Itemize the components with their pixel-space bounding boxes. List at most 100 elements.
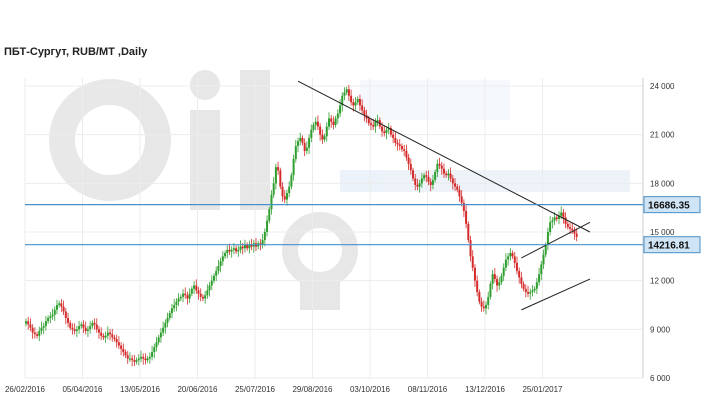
candle-body xyxy=(396,142,399,145)
candle xyxy=(372,118,375,131)
candle-body xyxy=(487,296,490,305)
candle xyxy=(400,143,403,152)
candle-body xyxy=(471,256,474,268)
candle xyxy=(210,275,213,290)
candle-body xyxy=(478,292,481,302)
candle-body xyxy=(71,327,74,330)
candle xyxy=(283,190,286,204)
candle xyxy=(73,323,76,335)
candle-body xyxy=(248,244,251,249)
candle-body xyxy=(266,220,269,232)
candle-body xyxy=(95,324,98,330)
candle-body xyxy=(566,223,569,228)
candle xyxy=(334,115,337,128)
candle-body xyxy=(246,244,249,249)
candle xyxy=(206,284,209,299)
candle xyxy=(157,334,160,345)
candle-body xyxy=(73,329,76,331)
candle-body xyxy=(270,194,273,210)
candle-body xyxy=(219,261,222,267)
candle xyxy=(409,158,412,175)
candle-body xyxy=(449,173,452,179)
candle xyxy=(392,130,395,144)
candle-body xyxy=(535,282,538,289)
candle-body xyxy=(33,332,36,335)
candle xyxy=(122,343,125,357)
trend-line xyxy=(521,278,591,311)
candle-body xyxy=(215,270,218,276)
candle xyxy=(184,287,187,299)
candle xyxy=(186,291,189,305)
candle xyxy=(319,123,322,141)
candle xyxy=(345,86,348,96)
candle-body xyxy=(314,121,317,125)
candle xyxy=(403,144,406,157)
candle-body xyxy=(423,175,426,179)
candle-body xyxy=(263,232,266,241)
candle xyxy=(575,228,578,242)
candle-body xyxy=(458,189,461,197)
price-levels: 16686.35 14216.81 xyxy=(25,196,701,254)
candle-body xyxy=(133,360,136,362)
candle-body xyxy=(327,118,330,127)
candle xyxy=(86,325,89,338)
candle xyxy=(524,284,527,298)
candle xyxy=(71,323,74,335)
candle-body xyxy=(49,316,52,318)
candle-body xyxy=(78,326,81,330)
candle xyxy=(564,212,567,229)
candle xyxy=(124,349,127,358)
candle-body xyxy=(531,290,534,293)
candle-body xyxy=(124,352,127,356)
candle-body xyxy=(533,288,536,291)
candle xyxy=(84,321,87,335)
candle-body xyxy=(241,246,244,249)
x-tick-label: 03/10/2016 xyxy=(350,385,391,394)
candle-body xyxy=(407,157,410,164)
candle xyxy=(27,316,30,330)
candle xyxy=(429,178,432,192)
y-tick-label: 12 000 xyxy=(650,277,675,286)
candle xyxy=(49,311,52,324)
candle xyxy=(91,320,94,329)
candle xyxy=(44,315,47,331)
candle-body xyxy=(370,123,372,125)
candle xyxy=(491,269,494,290)
candle-body xyxy=(208,285,211,291)
candle-body xyxy=(376,120,379,122)
candle-body xyxy=(102,335,105,338)
candle-body xyxy=(498,282,501,286)
candle xyxy=(170,303,173,319)
candle xyxy=(376,114,379,127)
candle xyxy=(137,354,140,366)
candle-body xyxy=(434,171,437,181)
x-tick-label: 05/04/2016 xyxy=(62,385,103,394)
candle-body xyxy=(170,308,173,314)
candle-body xyxy=(575,233,578,237)
candle xyxy=(325,122,328,142)
candle xyxy=(476,275,479,297)
candle xyxy=(102,333,105,341)
candle-body xyxy=(197,290,200,294)
candle xyxy=(312,122,315,133)
candle-body xyxy=(82,324,85,328)
candle-body xyxy=(496,279,499,286)
candle xyxy=(279,167,282,190)
candle xyxy=(144,353,147,365)
candle-body xyxy=(109,332,112,335)
candle xyxy=(531,285,534,297)
candle xyxy=(217,259,220,275)
candle-body xyxy=(345,89,348,93)
candle xyxy=(288,181,291,198)
candle-body xyxy=(120,345,123,349)
candle-body xyxy=(511,253,514,257)
candle xyxy=(515,256,518,275)
y-axis: 24 000 21 000 18 000 15 000 12 000 9 000 6 000 xyxy=(650,82,675,383)
candle xyxy=(412,167,415,182)
candle xyxy=(549,216,552,236)
candle xyxy=(299,132,302,146)
candle-body xyxy=(341,95,344,106)
candle xyxy=(502,263,505,282)
candle-body xyxy=(212,275,215,281)
